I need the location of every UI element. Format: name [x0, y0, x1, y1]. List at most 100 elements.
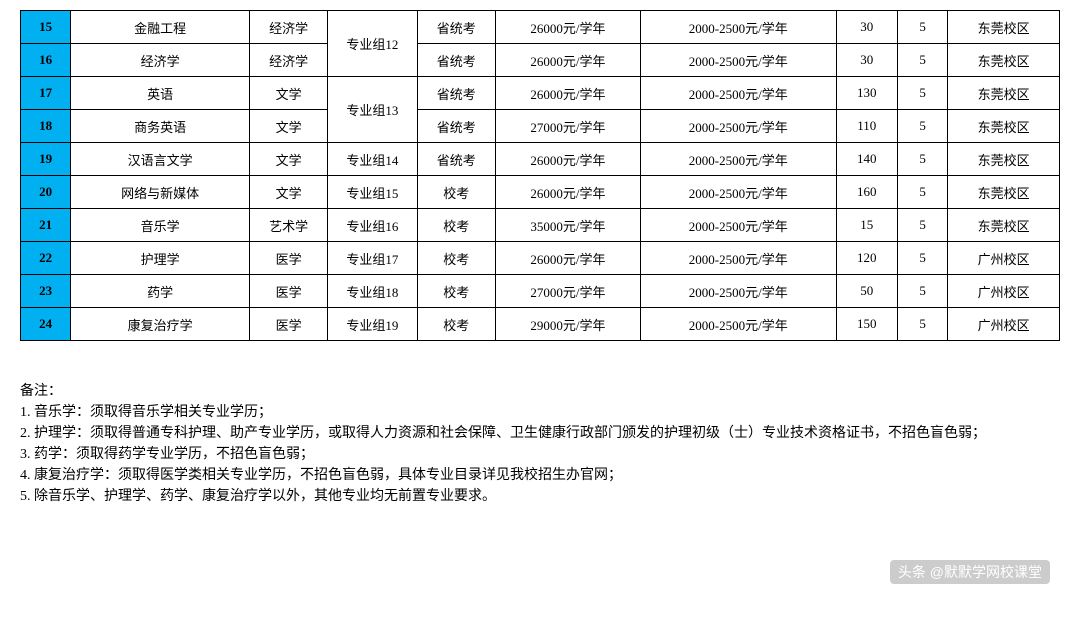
cell-dorm: 2000-2500元/学年 [641, 44, 837, 77]
row-index: 22 [21, 242, 71, 275]
cell-quota: 50 [836, 275, 897, 308]
cell-years: 5 [897, 11, 947, 44]
cell-group: 专业组14 [328, 143, 417, 176]
row-index: 15 [21, 11, 71, 44]
cell-quota: 160 [836, 176, 897, 209]
cell-tuition: 26000元/学年 [495, 11, 640, 44]
cell-dorm: 2000-2500元/学年 [641, 308, 837, 341]
cell-tuition: 29000元/学年 [495, 308, 640, 341]
cell-group: 专业组15 [328, 176, 417, 209]
admission-table: 15金融工程经济学专业组12省统考26000元/学年2000-2500元/学年3… [20, 10, 1060, 341]
cell-degree: 医学 [250, 275, 328, 308]
row-index: 18 [21, 110, 71, 143]
cell-group: 专业组19 [328, 308, 417, 341]
cell-tuition: 27000元/学年 [495, 110, 640, 143]
cell-quota: 15 [836, 209, 897, 242]
cell-quota: 130 [836, 77, 897, 110]
cell-major: 药学 [71, 275, 250, 308]
cell-group: 专业组16 [328, 209, 417, 242]
cell-group: 专业组13 [328, 77, 417, 143]
cell-tuition: 35000元/学年 [495, 209, 640, 242]
cell-degree: 文学 [250, 110, 328, 143]
cell-dorm: 2000-2500元/学年 [641, 275, 837, 308]
cell-years: 5 [897, 308, 947, 341]
cell-quota: 30 [836, 44, 897, 77]
cell-exam: 省统考 [417, 77, 495, 110]
cell-exam: 省统考 [417, 44, 495, 77]
cell-exam: 校考 [417, 308, 495, 341]
cell-tuition: 26000元/学年 [495, 143, 640, 176]
cell-major: 经济学 [71, 44, 250, 77]
row-index: 23 [21, 275, 71, 308]
note-line: 3. 药学：须取得药学专业学历，不招色盲色弱； [20, 444, 1060, 465]
cell-campus: 东莞校区 [948, 77, 1060, 110]
table-row: 23药学医学专业组18校考27000元/学年2000-2500元/学年505广州… [21, 275, 1060, 308]
cell-major: 商务英语 [71, 110, 250, 143]
cell-major: 护理学 [71, 242, 250, 275]
cell-major: 汉语言文学 [71, 143, 250, 176]
cell-dorm: 2000-2500元/学年 [641, 209, 837, 242]
cell-major: 英语 [71, 77, 250, 110]
cell-degree: 文学 [250, 77, 328, 110]
cell-campus: 东莞校区 [948, 110, 1060, 143]
row-index: 21 [21, 209, 71, 242]
cell-years: 5 [897, 275, 947, 308]
cell-exam: 省统考 [417, 110, 495, 143]
note-line: 5. 除音乐学、护理学、药学、康复治疗学以外，其他专业均无前置专业要求。 [20, 486, 1060, 507]
cell-degree: 经济学 [250, 44, 328, 77]
cell-dorm: 2000-2500元/学年 [641, 77, 837, 110]
cell-quota: 150 [836, 308, 897, 341]
cell-degree: 文学 [250, 143, 328, 176]
cell-tuition: 26000元/学年 [495, 176, 640, 209]
cell-campus: 东莞校区 [948, 11, 1060, 44]
cell-campus: 东莞校区 [948, 209, 1060, 242]
cell-dorm: 2000-2500元/学年 [641, 176, 837, 209]
cell-dorm: 2000-2500元/学年 [641, 242, 837, 275]
cell-years: 5 [897, 110, 947, 143]
cell-major: 网络与新媒体 [71, 176, 250, 209]
table-row: 19汉语言文学文学专业组14省统考26000元/学年2000-2500元/学年1… [21, 143, 1060, 176]
cell-degree: 经济学 [250, 11, 328, 44]
cell-group: 专业组17 [328, 242, 417, 275]
table-row: 17英语文学专业组13省统考26000元/学年2000-2500元/学年1305… [21, 77, 1060, 110]
cell-years: 5 [897, 209, 947, 242]
cell-major: 音乐学 [71, 209, 250, 242]
row-index: 19 [21, 143, 71, 176]
table-row: 20网络与新媒体文学专业组15校考26000元/学年2000-2500元/学年1… [21, 176, 1060, 209]
cell-campus: 东莞校区 [948, 176, 1060, 209]
cell-exam: 省统考 [417, 11, 495, 44]
cell-tuition: 27000元/学年 [495, 275, 640, 308]
cell-campus: 广州校区 [948, 308, 1060, 341]
cell-years: 5 [897, 77, 947, 110]
cell-years: 5 [897, 176, 947, 209]
cell-degree: 文学 [250, 176, 328, 209]
note-line: 1. 音乐学：须取得音乐学相关专业学历； [20, 402, 1060, 423]
notes-section: 备注： 1. 音乐学：须取得音乐学相关专业学历；2. 护理学：须取得普通专科护理… [20, 381, 1060, 507]
row-index: 16 [21, 44, 71, 77]
cell-campus: 东莞校区 [948, 143, 1060, 176]
cell-dorm: 2000-2500元/学年 [641, 110, 837, 143]
cell-quota: 30 [836, 11, 897, 44]
cell-campus: 广州校区 [948, 275, 1060, 308]
notes-title: 备注： [20, 381, 1060, 402]
cell-tuition: 26000元/学年 [495, 77, 640, 110]
table-row: 15金融工程经济学专业组12省统考26000元/学年2000-2500元/学年3… [21, 11, 1060, 44]
cell-campus: 广州校区 [948, 242, 1060, 275]
row-index: 17 [21, 77, 71, 110]
row-index: 20 [21, 176, 71, 209]
cell-dorm: 2000-2500元/学年 [641, 11, 837, 44]
cell-exam: 校考 [417, 275, 495, 308]
cell-major: 金融工程 [71, 11, 250, 44]
note-line: 4. 康复治疗学：须取得医学类相关专业学历，不招色盲色弱，具体专业目录详见我校招… [20, 465, 1060, 486]
note-line: 2. 护理学：须取得普通专科护理、助产专业学历，或取得人力资源和社会保障、卫生健… [20, 423, 1060, 444]
cell-years: 5 [897, 44, 947, 77]
cell-degree: 艺术学 [250, 209, 328, 242]
cell-group: 专业组12 [328, 11, 417, 77]
table-row: 22护理学医学专业组17校考26000元/学年2000-2500元/学年1205… [21, 242, 1060, 275]
cell-degree: 医学 [250, 242, 328, 275]
cell-group: 专业组18 [328, 275, 417, 308]
cell-quota: 120 [836, 242, 897, 275]
cell-degree: 医学 [250, 308, 328, 341]
cell-dorm: 2000-2500元/学年 [641, 143, 837, 176]
cell-exam: 校考 [417, 209, 495, 242]
